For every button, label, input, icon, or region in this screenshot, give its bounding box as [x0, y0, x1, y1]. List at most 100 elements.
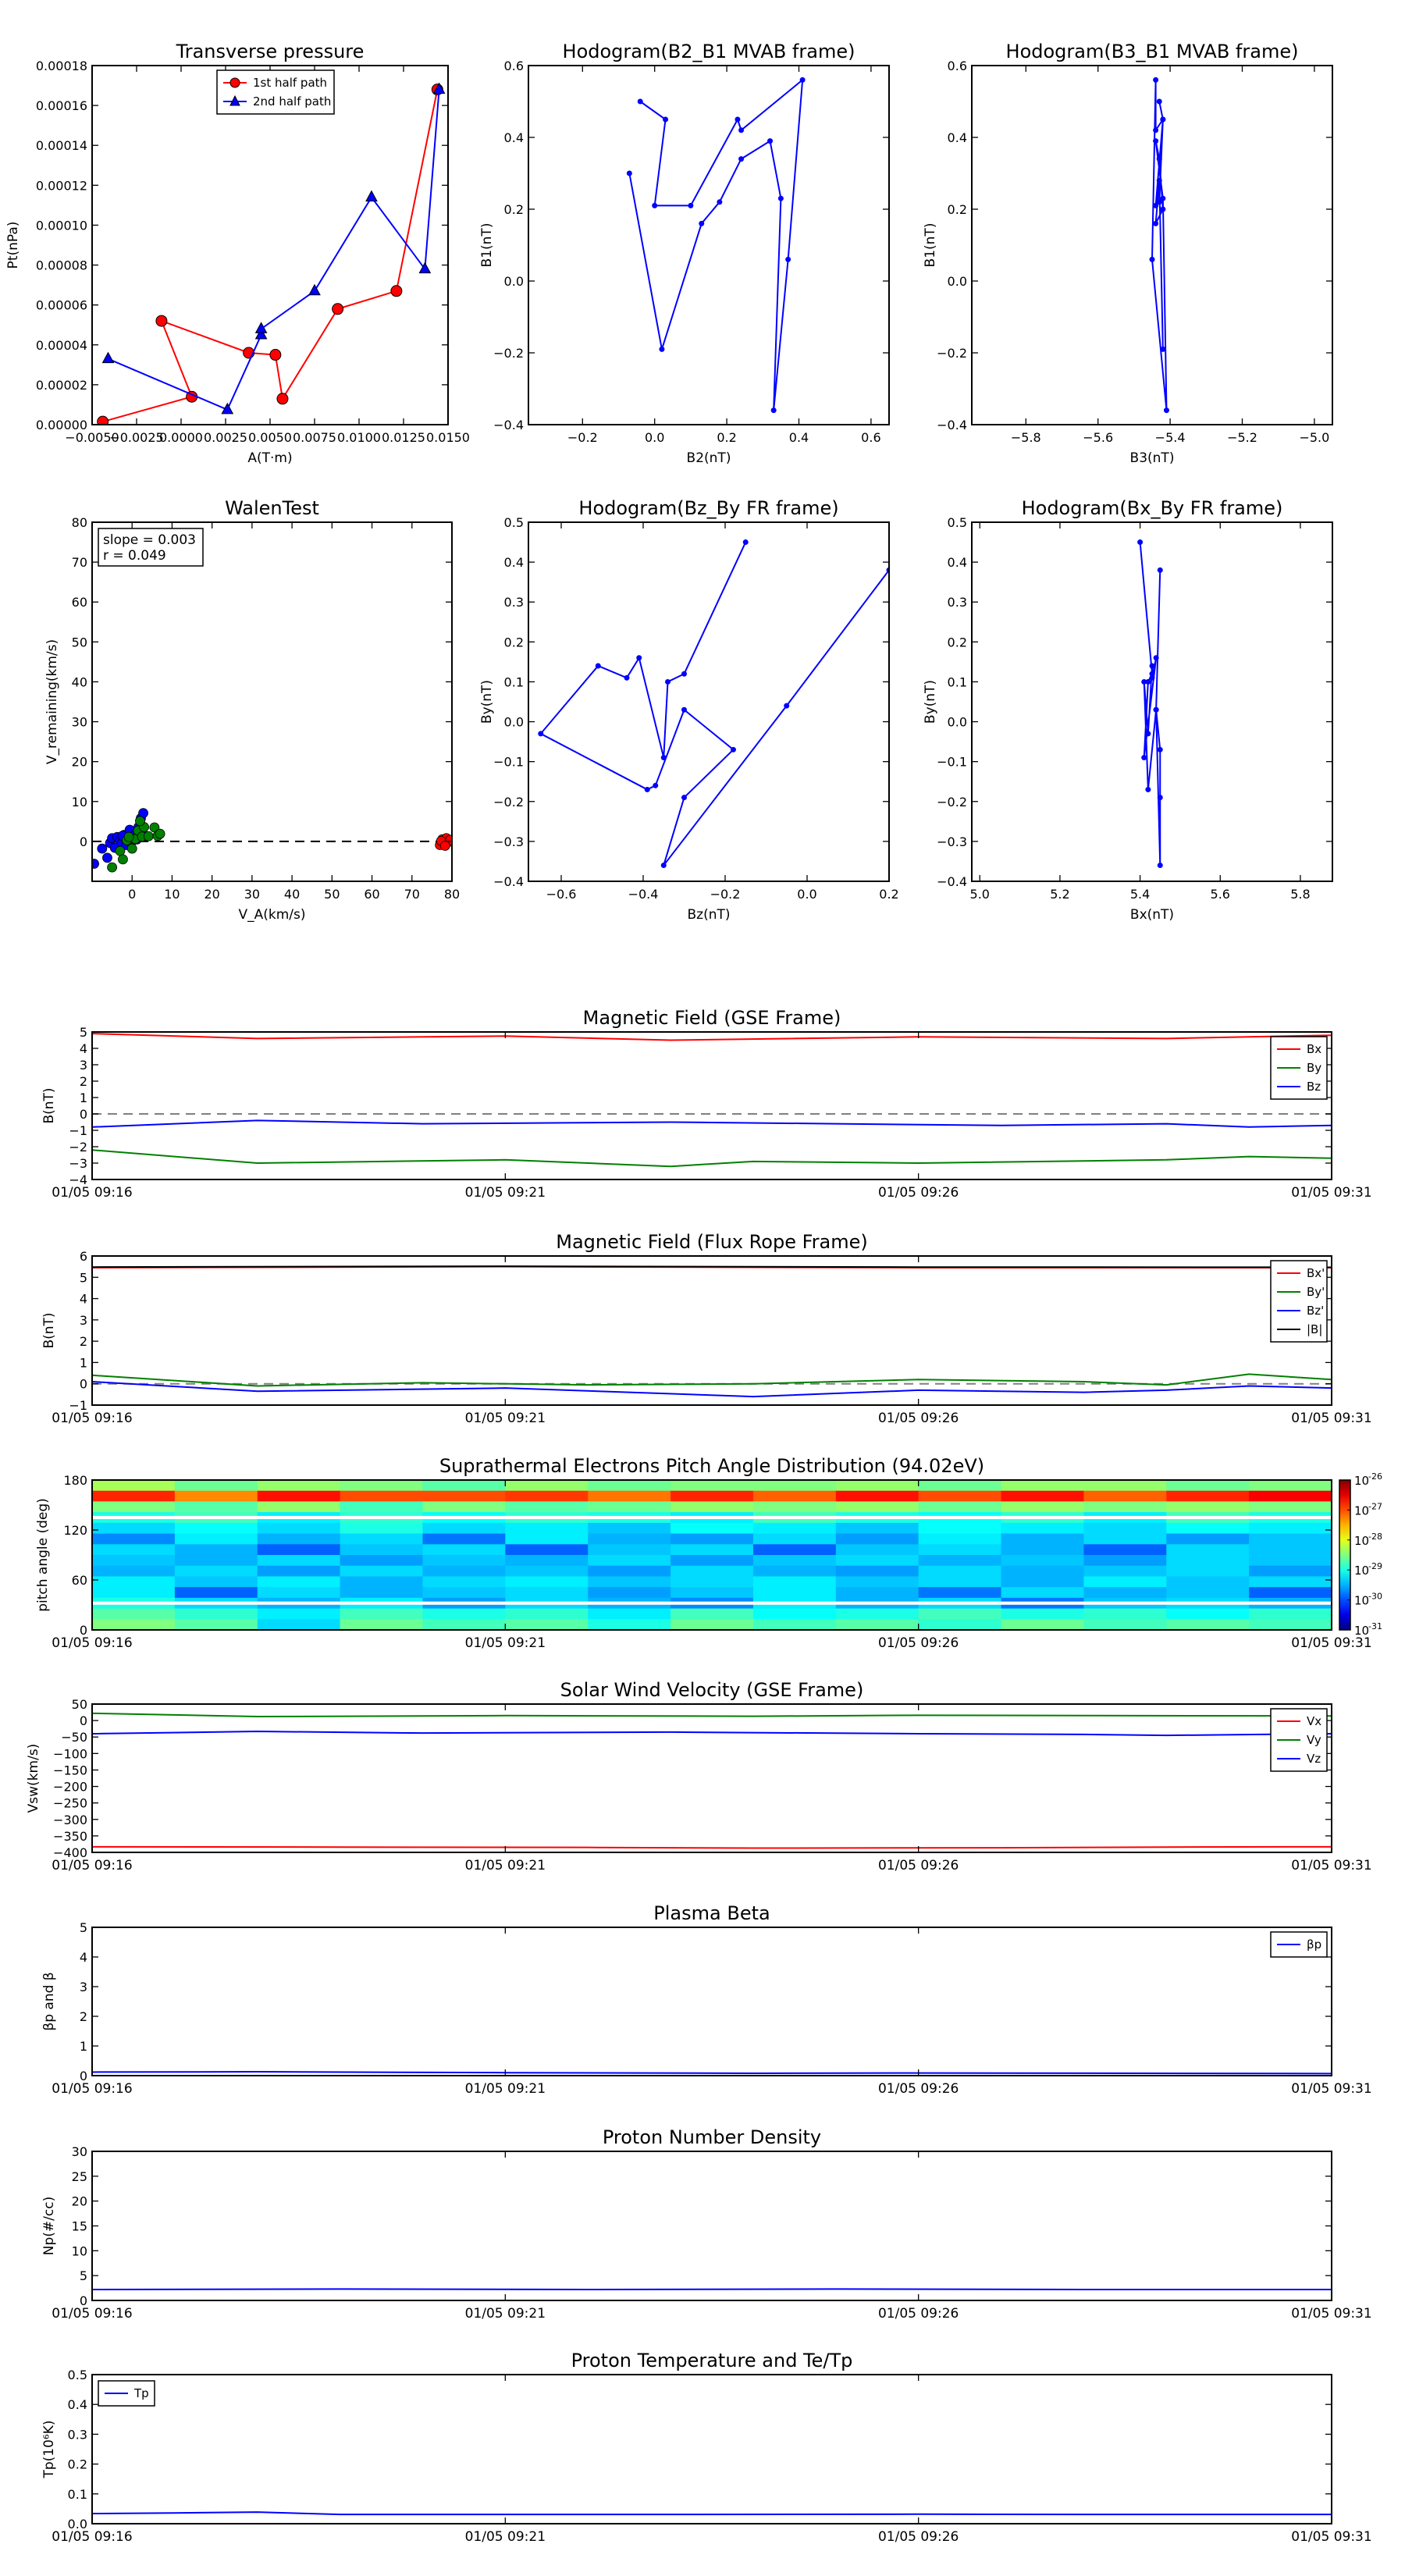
data-point [1157, 746, 1163, 753]
heatmap-cell [174, 1587, 258, 1599]
series-line [92, 1712, 1332, 1718]
heatmap-cell [835, 1480, 919, 1492]
y-tick-label: 0.1 [68, 2487, 87, 2502]
heatmap-cell [340, 1480, 424, 1492]
y-tick-label: −350 [53, 1829, 87, 1844]
heatmap-cell [752, 1555, 837, 1567]
data-point [1153, 202, 1159, 208]
x-axis-label: V_A(km/s) [238, 907, 305, 923]
y-tick-label: 4 [80, 1950, 87, 1965]
y-tick-label: −300 [53, 1813, 87, 1827]
heatmap-cell [422, 1480, 506, 1492]
heatmap-cell [835, 1565, 919, 1578]
heatmap-cell [588, 1522, 671, 1535]
colorbar-tick-exponent: -26 [1368, 1471, 1382, 1482]
heatmap-cell [1166, 1608, 1250, 1620]
x-tick-label: −5.8 [1011, 430, 1041, 445]
colorbar-tick-label: 10 [1354, 1564, 1369, 1578]
data-point [1153, 138, 1159, 144]
heatmap-cell [835, 1533, 919, 1545]
heatmap-cell [1001, 1608, 1084, 1620]
series-line [92, 1731, 1332, 1737]
data-point [731, 746, 736, 753]
y-tick-label: −0.2 [937, 795, 967, 809]
colorbar-tick-label: 10 [1354, 1624, 1369, 1638]
y-tick-label: 10 [72, 795, 87, 809]
x-tick-label: 01/05 09:21 [465, 2081, 546, 2097]
panel-h1: Hodogram(B2_B1 MVAB frame) −0.2 0.0 0.2 0.4 0… [479, 41, 890, 466]
heatmap-cell [174, 1565, 258, 1578]
heatmap-cell [92, 1544, 176, 1556]
data-point [626, 170, 632, 176]
x-tick-label: 70 [404, 887, 420, 902]
y-tick-label: 5 [80, 1025, 87, 1040]
heatmap-cell [588, 1608, 671, 1620]
y-axis-label: Tp(10⁶K) [41, 2420, 57, 2478]
heatmap-cell [1083, 1576, 1167, 1588]
chart-title: Magnetic Field (Flux Rope Frame) [556, 1231, 867, 1253]
y-axis-label: Np(#/cc) [41, 2197, 57, 2255]
annotation-box [98, 528, 204, 567]
y-tick-label: 0.5 [948, 515, 967, 530]
y-axis-label: By(nT) [923, 680, 938, 724]
legend-label: Tp [133, 2386, 149, 2400]
axes-frame [91, 1255, 1332, 1406]
y-tick-label: 0 [80, 1713, 87, 1728]
y-tick-label: 0.3 [68, 2427, 87, 2442]
heatmap-cell [257, 1533, 341, 1545]
series-line [539, 542, 889, 866]
y-tick-label: −0.2 [937, 346, 967, 361]
plot-area [92, 2288, 1332, 2290]
axes-frame [971, 65, 1333, 425]
data-point [1149, 674, 1155, 681]
series-1 [92, 1712, 1332, 1718]
heatmap-cell [752, 1533, 837, 1545]
y-tick-label: −0.4 [493, 874, 524, 889]
x-tick-label: 01/05 09:31 [1291, 1858, 1371, 1873]
y-tick-label: −1 [69, 1123, 87, 1138]
heatmap-cell [918, 1587, 1002, 1599]
series-1 [101, 82, 446, 415]
y-tick-label: 50 [72, 635, 87, 649]
data-point [365, 190, 378, 202]
heatmap-cell [257, 1522, 341, 1535]
heatmap-cell [174, 1619, 258, 1630]
x-tick-label: 01/05 09:26 [878, 1858, 959, 1873]
heatmap-cell [340, 1533, 424, 1545]
heatmap-cell [1249, 1565, 1332, 1578]
data-point [1156, 199, 1162, 205]
legend-box [1270, 1260, 1328, 1343]
heatmap-cell [1001, 1480, 1084, 1492]
x-tick-label: 40 [284, 887, 300, 902]
legend-label: βp [1307, 1937, 1321, 1952]
heatmap-cell [257, 1619, 341, 1630]
x-tick-label: −0.0050 [65, 430, 119, 445]
x-tick-label: 01/05 09:26 [878, 2081, 959, 2097]
x-tick-label: 5.6 [1211, 887, 1230, 902]
heatmap-cell [1249, 1619, 1332, 1630]
series-0 [92, 2288, 1332, 2290]
y-tick-label: 0.6 [504, 59, 524, 73]
heatmap-cell [422, 1501, 506, 1513]
heatmap-cell [1083, 1544, 1167, 1556]
data-point [799, 76, 806, 83]
x-tick-label: 30 [244, 887, 260, 902]
chart-title: Proton Number Density [603, 2126, 821, 2148]
heatmap-cell [752, 1587, 837, 1599]
legend-label: Vx [1307, 1714, 1321, 1728]
x-tick-label: 01/05 09:31 [1291, 1635, 1371, 1651]
series-0 [538, 539, 889, 869]
series-3 [92, 1265, 1332, 1268]
plot-area [92, 1265, 1332, 1398]
heatmap-cell [340, 1576, 424, 1588]
panel-h2: Hodogram(B3_B1 MVAB frame) −5.8 −5.6 −5.4 −5… [923, 41, 1333, 466]
heatmap-cell [752, 1501, 837, 1513]
series-0 [92, 2071, 1332, 2075]
plot-area [1137, 539, 1163, 869]
data-point [1160, 206, 1166, 212]
colorbar-tick-exponent: -29 [1368, 1561, 1382, 1571]
x-tick-label: 0.0025 [204, 430, 247, 445]
heatmap-cell [174, 1522, 258, 1535]
y-axis-label: By(nT) [479, 680, 495, 724]
colorbar-tick-label: 10 [1354, 1503, 1369, 1517]
